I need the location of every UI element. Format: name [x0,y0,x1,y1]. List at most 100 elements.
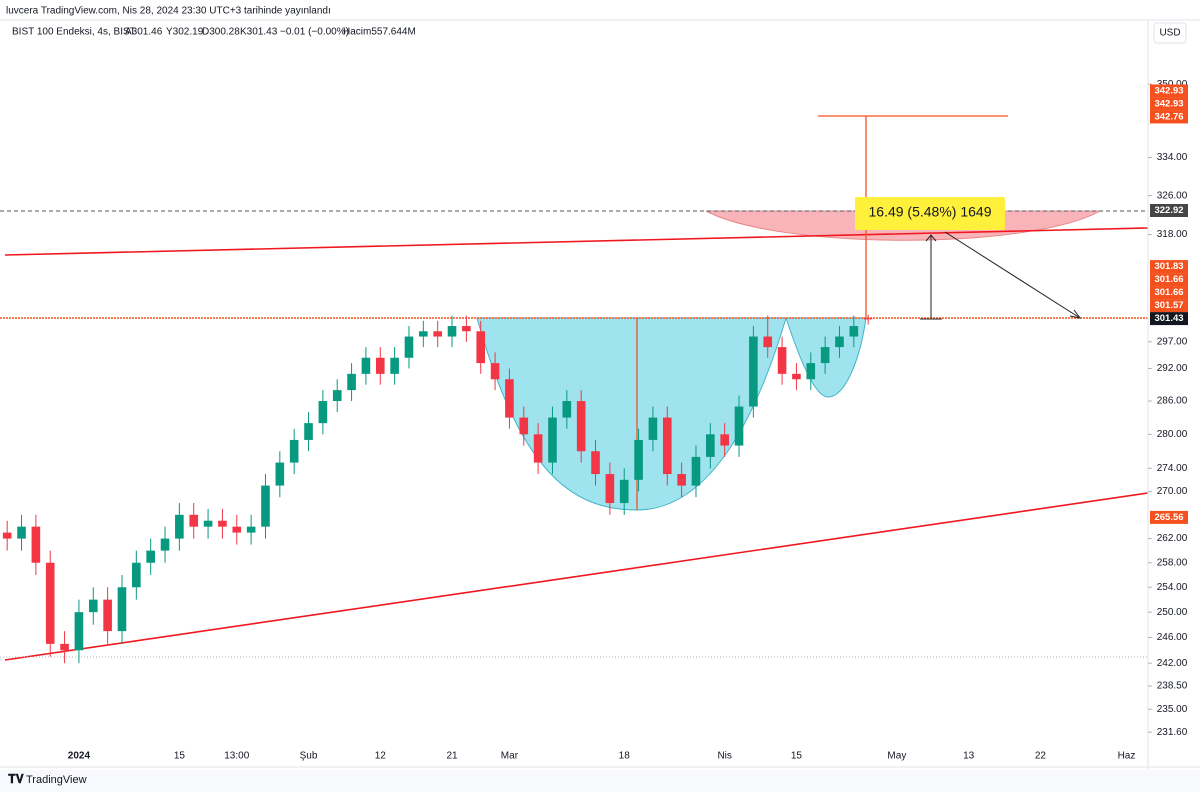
candle-body [261,485,270,527]
trend-line [4,227,1149,256]
candle-body [634,439,643,480]
price-tag [1150,299,1188,313]
candle-body [103,599,112,632]
y-tick-label: 318.00 [1157,229,1188,240]
price-tag [1150,510,1188,524]
y-tick-label: 297.00 [1157,336,1188,347]
candle-body [232,526,242,533]
candle-body [275,462,285,486]
y-tick-label: 235.00 [1157,704,1188,715]
candle-body [332,390,342,402]
y-tick-label: 292.00 [1157,363,1188,374]
x-tick-label: May [887,751,906,762]
trend-line [4,492,1149,661]
candle-body [189,514,199,527]
brand: TradingView [26,774,87,786]
candle-body [304,423,313,440]
logo: 𝐓𝐕 [8,772,25,786]
price-tag-label: 265.56 [1154,512,1183,523]
candle-body [476,331,486,364]
price-tag-label: 301.66 [1154,274,1183,285]
price-tag-label: 322.92 [1154,205,1183,216]
x-tick-label: Mar [501,751,519,762]
price-tag [1150,97,1188,111]
candle-body [576,401,586,452]
low: D300.28 [202,27,240,38]
candle-body [648,417,658,440]
candle-body [533,434,543,463]
y-tick-label: 246.00 [1157,632,1188,643]
candle-body [289,439,299,463]
candle-body [88,599,98,613]
credit: luvcera TradingView.com, Nis 28, 2024 23… [6,6,331,17]
candle-body [591,451,600,475]
y-tick-label: 334.00 [1157,152,1188,163]
candle-body [433,331,442,337]
candle-body [175,514,184,539]
y-tick-label: 231.60 [1157,727,1188,738]
volume: Hacim557.644M [343,27,416,38]
y-tick-label: 286.00 [1157,396,1188,407]
price-tag-label: 301.83 [1154,261,1183,272]
y-tick-label: 254.00 [1157,582,1188,593]
price-tag-label: 301.66 [1154,287,1183,298]
x-tick-label: 15 [174,751,186,762]
close: K301.43 [240,27,278,38]
candle-body [605,474,615,504]
candle-body [490,363,500,380]
candle-body [404,336,414,358]
candle-body [347,373,356,391]
price-tag-label: 301.57 [1154,300,1183,311]
y-tick-label: 238.50 [1157,681,1188,692]
candle-body [462,326,471,332]
candle-body [777,347,787,374]
price-tag [1150,204,1188,218]
candles [2,314,873,664]
candle-body [447,326,457,337]
candle-body [117,587,127,632]
price-tag-label: 301.43 [1154,313,1183,324]
y-tick-label: 274.00 [1157,463,1188,474]
candle-body [505,379,514,418]
arrow-head [925,234,937,242]
price-tag-label: 342.93 [1154,98,1183,109]
candle-body [849,326,859,337]
price-tag [1150,312,1188,326]
candle-body [763,336,773,348]
price-tag [1150,286,1188,300]
currency-button[interactable] [1153,22,1187,44]
price-tag [1150,273,1188,287]
candle-body [203,520,213,527]
candle-body [662,417,672,475]
open: A301.46 [125,27,163,38]
candle-body [361,357,371,374]
x-tick-label: 12 [375,751,387,762]
currency[interactable]: USD [1159,28,1180,39]
y-tick-label: 280.00 [1157,429,1188,440]
arrow [944,231,1081,319]
candle-body [863,318,873,320]
candle-body [806,363,816,380]
price-tag [1150,260,1188,274]
x-tick-label: 22 [1035,751,1047,762]
candle-body [820,347,830,364]
candle-body [390,357,399,374]
candle-body [691,456,701,486]
change: −0.01 (−0.00%) [280,27,349,38]
candle-body [31,526,41,563]
x-tick-label: 2024 [68,751,91,762]
candle-body [734,406,744,446]
candle-body [218,520,227,527]
y-tick-label: 326.00 [1157,190,1188,201]
measure-box [855,197,1005,230]
price-tag [1150,110,1188,124]
y-tick-label: 350.00 [1157,79,1188,90]
candle-body [720,434,729,446]
footer [0,770,1200,792]
candle-body [45,562,55,644]
candle-body [2,532,12,539]
candle-body [246,526,256,533]
y-tick-label: 242.00 [1157,658,1188,669]
